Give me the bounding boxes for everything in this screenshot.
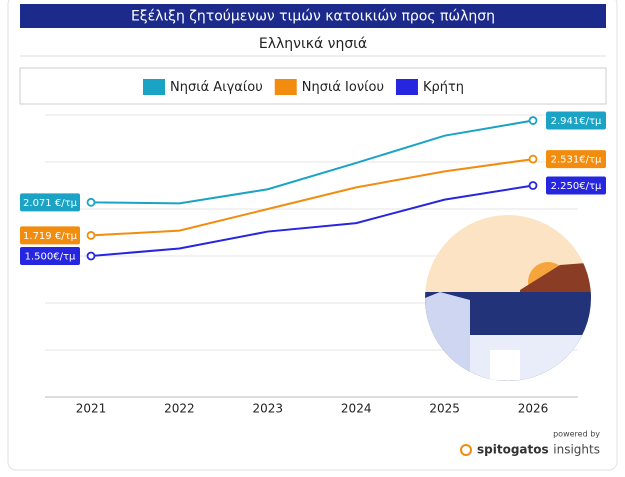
legend-label: Κρήτη xyxy=(423,80,464,95)
value-label: 2.941€/τμ xyxy=(551,116,602,127)
logo-icon xyxy=(460,444,472,456)
value-label: 2.071 €/τμ xyxy=(23,198,78,209)
point-marker xyxy=(528,154,538,164)
footer-powered: powered by xyxy=(553,430,600,439)
point-marker xyxy=(528,116,538,125)
legend-swatch xyxy=(143,79,165,95)
x-tick-label: 2025 xyxy=(429,402,460,416)
x-tick-label: 2021 xyxy=(76,402,107,416)
legend-label: Νησιά Ιονίου xyxy=(302,80,384,95)
value-label: 1.500€/τμ xyxy=(25,252,76,263)
point-marker xyxy=(86,197,96,207)
x-tick-label: 2022 xyxy=(164,402,195,416)
legend-swatch xyxy=(274,79,297,95)
value-label-box xyxy=(546,111,606,130)
x-tick-label: 2024 xyxy=(341,402,372,416)
value-label-box xyxy=(20,193,80,212)
value-label-box xyxy=(20,226,80,245)
point-marker xyxy=(86,231,96,240)
chart-subtitle: Ελληνικά νησιά xyxy=(259,36,367,52)
series-line xyxy=(90,119,534,205)
legend-swatch xyxy=(395,79,418,95)
legend-label: Νησιά Αιγαίου xyxy=(170,80,263,95)
value-label: 2.250€/τμ xyxy=(551,181,602,192)
value-label-box xyxy=(546,150,606,169)
footer-brand: spitogatos xyxy=(477,443,549,457)
value-label: 1.719 €/τμ xyxy=(23,231,78,242)
point-marker xyxy=(86,251,96,261)
title-bar xyxy=(20,4,606,28)
value-label-box xyxy=(546,176,606,195)
value-label: 2.531€/τμ xyxy=(551,155,602,166)
legend-box xyxy=(19,67,607,105)
point-marker xyxy=(528,181,538,190)
value-label-box xyxy=(20,247,80,265)
series-line xyxy=(90,158,534,237)
chart-title: Εξέλιξη ζητούμενων τιμών κατοικιών προς … xyxy=(131,9,495,25)
footer-suffix: insights xyxy=(553,443,600,457)
x-tick-label: 2026 xyxy=(518,402,549,416)
x-tick-label: 2023 xyxy=(253,402,284,416)
series-line xyxy=(90,184,534,257)
